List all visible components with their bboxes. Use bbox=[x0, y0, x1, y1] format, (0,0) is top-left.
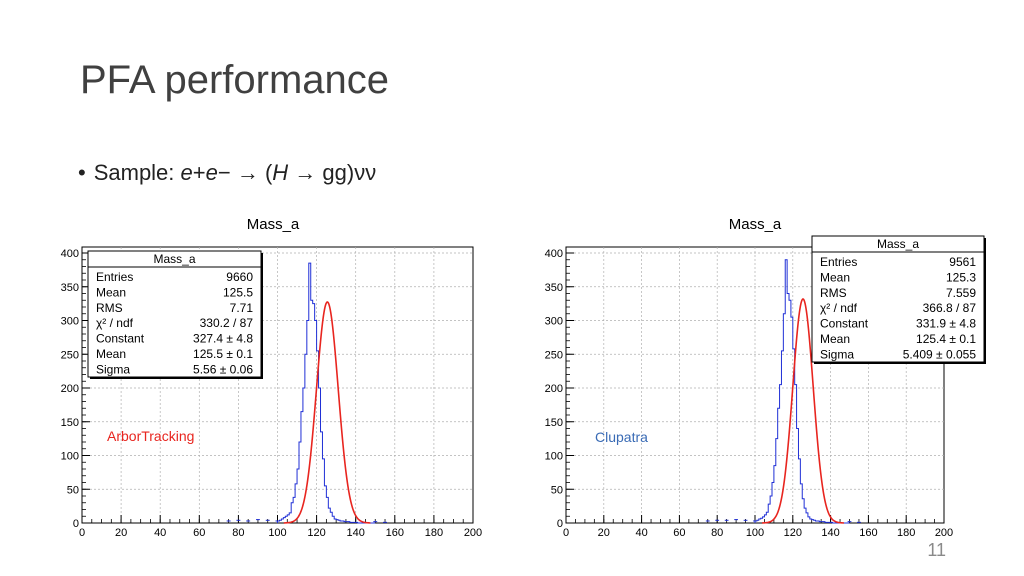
stats-value: 7.71 bbox=[230, 301, 254, 315]
stats-value: 9561 bbox=[949, 255, 976, 269]
stats-label: Constant bbox=[96, 332, 145, 346]
stats-value: 5.56 ± 0.06 bbox=[193, 362, 253, 376]
histogram-series bbox=[277, 262, 376, 524]
x-tick-label: 0 bbox=[563, 527, 569, 539]
bullet-plus: + bbox=[192, 160, 206, 185]
chart-title: Mass_a bbox=[247, 216, 300, 233]
y-tick-label: 250 bbox=[61, 349, 79, 361]
y-tick-label: 50 bbox=[551, 484, 563, 496]
stats-box-frame bbox=[811, 235, 985, 363]
stats-box-frame bbox=[87, 250, 262, 378]
y-tick-label: 0 bbox=[73, 518, 79, 530]
x-tick-label: 120 bbox=[784, 527, 802, 539]
y-tick-label: 0 bbox=[557, 518, 563, 530]
sample-label: Clupatra bbox=[595, 429, 648, 445]
x-tick-label: 160 bbox=[859, 527, 877, 539]
y-tick-label: 250 bbox=[545, 349, 563, 361]
stats-value: 330.2 / 87 bbox=[200, 316, 254, 330]
stats-value: 125.3 bbox=[946, 270, 976, 284]
y-tick-label: 200 bbox=[545, 383, 563, 395]
x-tick-label: 80 bbox=[232, 527, 244, 539]
x-tick-label: 100 bbox=[746, 527, 764, 539]
y-tick-label: 350 bbox=[61, 282, 79, 294]
bullet-minus: − → ( bbox=[217, 160, 273, 185]
stats-value: 366.8 / 87 bbox=[923, 301, 977, 315]
x-tick-label: 20 bbox=[598, 527, 610, 539]
x-tick-label: 60 bbox=[193, 527, 205, 539]
stats-value: 9660 bbox=[226, 270, 253, 284]
stats-box: Mass_a Entries 9660 Mean 125.5 RMS 7.71 χ² / nd… bbox=[87, 250, 263, 379]
stats-value: 125.5 ± 0.1 bbox=[193, 347, 253, 361]
stats-header: Mass_a bbox=[877, 237, 919, 251]
y-tick-label: 150 bbox=[61, 417, 79, 429]
stats-label: χ² / ndf bbox=[820, 301, 858, 315]
x-tick-label: 40 bbox=[635, 527, 647, 539]
y-tick-label: 300 bbox=[545, 316, 563, 328]
bullet-rest: → gg)νν bbox=[288, 160, 377, 185]
x-tick-label: 60 bbox=[673, 527, 685, 539]
stats-label: Sigma bbox=[96, 362, 130, 376]
stats-value: 327.4 ± 4.8 bbox=[193, 332, 253, 346]
stats-label: RMS bbox=[820, 286, 847, 300]
bullet-dot: • bbox=[78, 160, 86, 185]
sample-label: ArborTracking bbox=[107, 428, 194, 444]
y-tick-label: 50 bbox=[67, 484, 79, 496]
stats-label: χ² / ndf bbox=[96, 316, 134, 330]
stats-label: Mean bbox=[96, 347, 126, 361]
gaussian-fit-curve bbox=[762, 298, 844, 524]
bullet-e1: e bbox=[180, 160, 193, 185]
x-tick-label: 20 bbox=[115, 527, 127, 539]
x-tick-label: 140 bbox=[821, 527, 839, 539]
y-tick-label: 150 bbox=[545, 417, 563, 429]
x-tick-label: 0 bbox=[79, 527, 85, 539]
stats-label: Entries bbox=[96, 270, 133, 284]
x-tick-label: 200 bbox=[464, 527, 482, 539]
bullet-prefix: Sample: bbox=[93, 160, 181, 185]
y-tick-label: 400 bbox=[61, 248, 79, 260]
x-tick-label: 100 bbox=[268, 527, 286, 539]
x-tick-label: 180 bbox=[425, 527, 443, 539]
stats-label: Mean bbox=[820, 332, 850, 346]
slide-title: PFA performance bbox=[80, 58, 390, 102]
stats-box: Mass_a Entries 9561 Mean 125.3 RMS 7.559 χ² / n… bbox=[811, 235, 986, 364]
chart-title: Mass_a bbox=[729, 216, 782, 233]
x-tick-label: 80 bbox=[711, 527, 723, 539]
x-tick-label: 180 bbox=[897, 527, 915, 539]
bullet-e2: e bbox=[205, 160, 218, 185]
page-number: 11 bbox=[927, 540, 946, 560]
histogram-tail bbox=[705, 519, 861, 523]
x-tick-label: 120 bbox=[307, 527, 325, 539]
y-tick-label: 100 bbox=[545, 451, 563, 463]
x-tick-label: 200 bbox=[935, 527, 953, 539]
y-tick-label: 400 bbox=[545, 248, 563, 260]
y-tick-label: 300 bbox=[61, 316, 79, 328]
stats-label: Sigma bbox=[820, 347, 854, 361]
stats-label: Entries bbox=[820, 255, 857, 269]
histogram-series bbox=[754, 259, 850, 524]
y-tick-label: 350 bbox=[545, 282, 563, 294]
x-tick-label: 160 bbox=[386, 527, 404, 539]
x-tick-label: 40 bbox=[154, 527, 166, 539]
stats-label: Mean bbox=[820, 270, 850, 284]
bullet-h: H bbox=[272, 160, 289, 185]
stats-value: 7.559 bbox=[946, 286, 976, 300]
x-tick-label: 140 bbox=[347, 527, 365, 539]
stats-value: 125.4 ± 0.1 bbox=[916, 332, 976, 346]
stats-header: Mass_a bbox=[153, 252, 195, 266]
stats-label: Constant bbox=[820, 317, 869, 331]
sample-bullet: • Sample: e+e− → (H → gg)νν bbox=[78, 160, 376, 186]
stats-value: 331.9 ± 4.8 bbox=[916, 317, 976, 331]
stats-label: Mean bbox=[96, 285, 126, 299]
stats-value: 125.5 bbox=[223, 285, 253, 299]
y-tick-label: 200 bbox=[61, 383, 79, 395]
stats-label: RMS bbox=[96, 301, 123, 315]
y-tick-label: 100 bbox=[61, 451, 79, 463]
stats-value: 5.409 ± 0.055 bbox=[903, 347, 977, 361]
gaussian-fit-curve bbox=[283, 301, 371, 524]
